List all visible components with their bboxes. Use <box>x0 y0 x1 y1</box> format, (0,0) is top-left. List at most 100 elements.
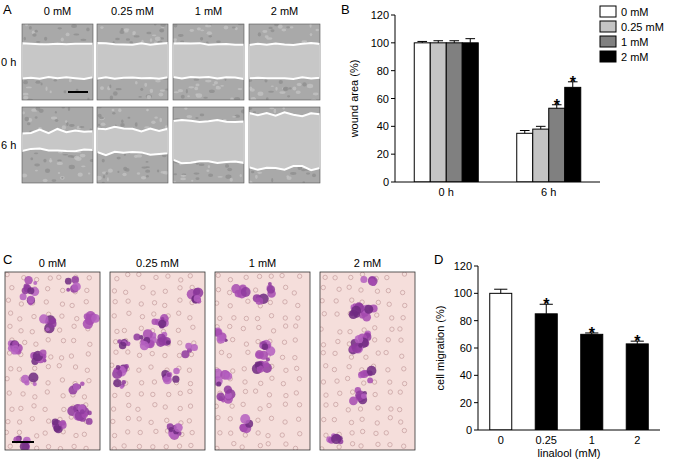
pore <box>297 377 301 381</box>
cell <box>178 89 183 92</box>
pore <box>335 379 339 383</box>
bar <box>414 43 430 182</box>
cell <box>268 27 272 29</box>
stained-cell <box>262 344 268 350</box>
pore <box>402 428 406 432</box>
pore <box>269 314 273 318</box>
pore <box>8 444 12 448</box>
stained-cell <box>191 344 198 351</box>
cell <box>230 178 233 182</box>
pore <box>152 301 156 305</box>
stained-cell <box>351 306 361 316</box>
cell <box>68 155 74 157</box>
pore <box>6 298 10 302</box>
pore <box>243 380 247 384</box>
pore <box>243 389 247 393</box>
y-tick <box>474 293 478 294</box>
cell <box>286 175 289 178</box>
pore <box>347 365 351 369</box>
pore <box>253 288 257 292</box>
pore <box>153 402 157 406</box>
cell <box>112 109 115 111</box>
cell <box>90 159 93 162</box>
pore <box>86 352 90 356</box>
pore <box>350 390 354 394</box>
cell <box>160 30 164 32</box>
pore <box>187 368 191 372</box>
pore <box>32 314 36 318</box>
pore <box>283 402 287 406</box>
pore <box>284 442 288 446</box>
pore <box>244 316 248 320</box>
pore <box>190 285 194 289</box>
cell <box>100 86 104 90</box>
stained-cell <box>51 319 56 324</box>
pore <box>60 314 64 318</box>
cell <box>306 172 310 174</box>
bar <box>626 344 648 430</box>
pore <box>177 311 181 315</box>
cell <box>186 89 188 94</box>
stained-cell <box>364 305 373 314</box>
pore <box>297 403 301 407</box>
y-tick <box>474 430 478 431</box>
stained-cell <box>259 341 267 349</box>
pore <box>154 429 158 433</box>
image-frame <box>249 107 320 183</box>
pore <box>292 291 296 295</box>
cell <box>207 31 212 35</box>
pore <box>283 420 287 424</box>
stained-cell <box>225 372 232 379</box>
pore <box>60 378 64 382</box>
cell <box>74 156 79 160</box>
cell <box>35 170 38 172</box>
y-tick <box>391 126 395 127</box>
cell <box>281 29 286 32</box>
stained-cell <box>368 276 378 286</box>
pore <box>72 444 76 448</box>
stained-cell <box>27 287 34 294</box>
y-tick-label: 40 <box>377 120 389 132</box>
y-tick <box>391 15 395 16</box>
error-bar-cap <box>520 130 530 131</box>
cell <box>45 169 50 173</box>
pore <box>324 433 328 437</box>
stained-cell <box>66 288 70 292</box>
cell <box>152 35 156 37</box>
cell <box>110 95 113 99</box>
stained-cell <box>87 411 92 416</box>
pore <box>227 354 231 358</box>
pore <box>293 338 297 342</box>
stained-cell <box>255 361 260 366</box>
pore <box>269 274 273 278</box>
cell <box>43 179 48 182</box>
legend-swatch <box>600 36 616 47</box>
cell <box>61 177 63 179</box>
pore <box>165 418 169 422</box>
cell <box>122 173 126 176</box>
cell <box>121 119 123 123</box>
legend-label: 0.25 mM <box>621 21 664 33</box>
stained-cell <box>360 276 367 283</box>
cell <box>30 157 33 160</box>
pore <box>113 393 117 397</box>
image-frame <box>110 272 205 450</box>
y-tick <box>391 42 395 43</box>
stained-cell <box>331 434 341 444</box>
error-bar-cap <box>465 38 475 39</box>
pore <box>374 431 378 435</box>
cell <box>208 35 212 37</box>
cell <box>146 32 151 35</box>
cell <box>315 29 319 32</box>
cell <box>271 85 274 87</box>
cell <box>249 79 252 82</box>
cell <box>24 37 26 41</box>
cell <box>224 25 229 29</box>
error-bar-cap <box>494 289 507 290</box>
stained-cell <box>65 278 72 285</box>
cell <box>97 176 102 181</box>
pore <box>137 272 141 276</box>
stained-cell <box>172 376 179 383</box>
pore <box>72 324 76 328</box>
pore <box>152 312 156 316</box>
